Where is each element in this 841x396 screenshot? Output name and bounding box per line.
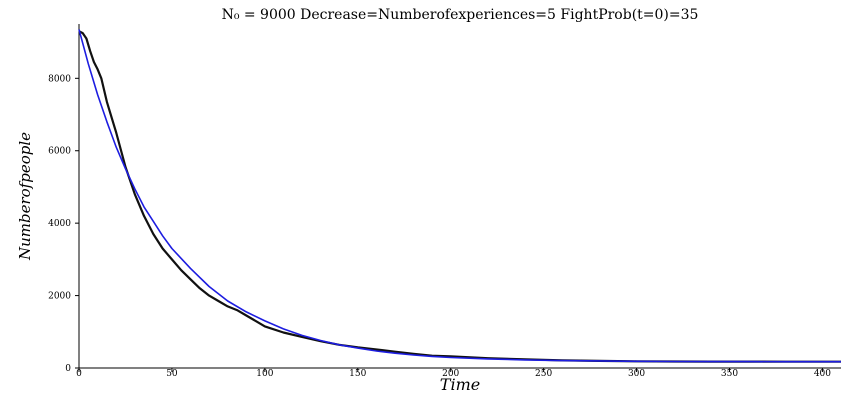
x-tick-label: 350	[721, 369, 738, 379]
x-tick-label: 150	[349, 369, 366, 379]
series-line-2	[78, 29, 841, 363]
y-tick-label: 4000	[48, 219, 71, 229]
y-ticks: 0 2000 4000 6000 8000	[48, 74, 79, 374]
x-tick-label: 50	[166, 369, 178, 379]
x-ticks: 0 50 100 150 200 250 300 350 400	[76, 368, 831, 379]
x-tick-label: 0	[76, 369, 82, 379]
y-tick-label: 6000	[48, 147, 71, 157]
x-axis-label: Time	[440, 375, 480, 394]
y-tick-label: 2000	[48, 292, 71, 302]
x-tick-label: 200	[442, 369, 459, 379]
series-line-1	[78, 30, 841, 363]
chart-title: N₀ = 9000 Decrease=Numberofexperiences=5…	[222, 7, 699, 23]
x-tick-label: 250	[535, 369, 552, 379]
y-tick-label: 0	[65, 364, 71, 374]
x-tick-label: 400	[814, 369, 831, 379]
series-layer	[78, 29, 841, 363]
y-axis-label: Numberofpeople	[16, 132, 34, 261]
y-tick-label: 8000	[48, 74, 71, 84]
x-tick-label: 300	[628, 369, 645, 379]
x-tick-label: 100	[256, 369, 273, 379]
